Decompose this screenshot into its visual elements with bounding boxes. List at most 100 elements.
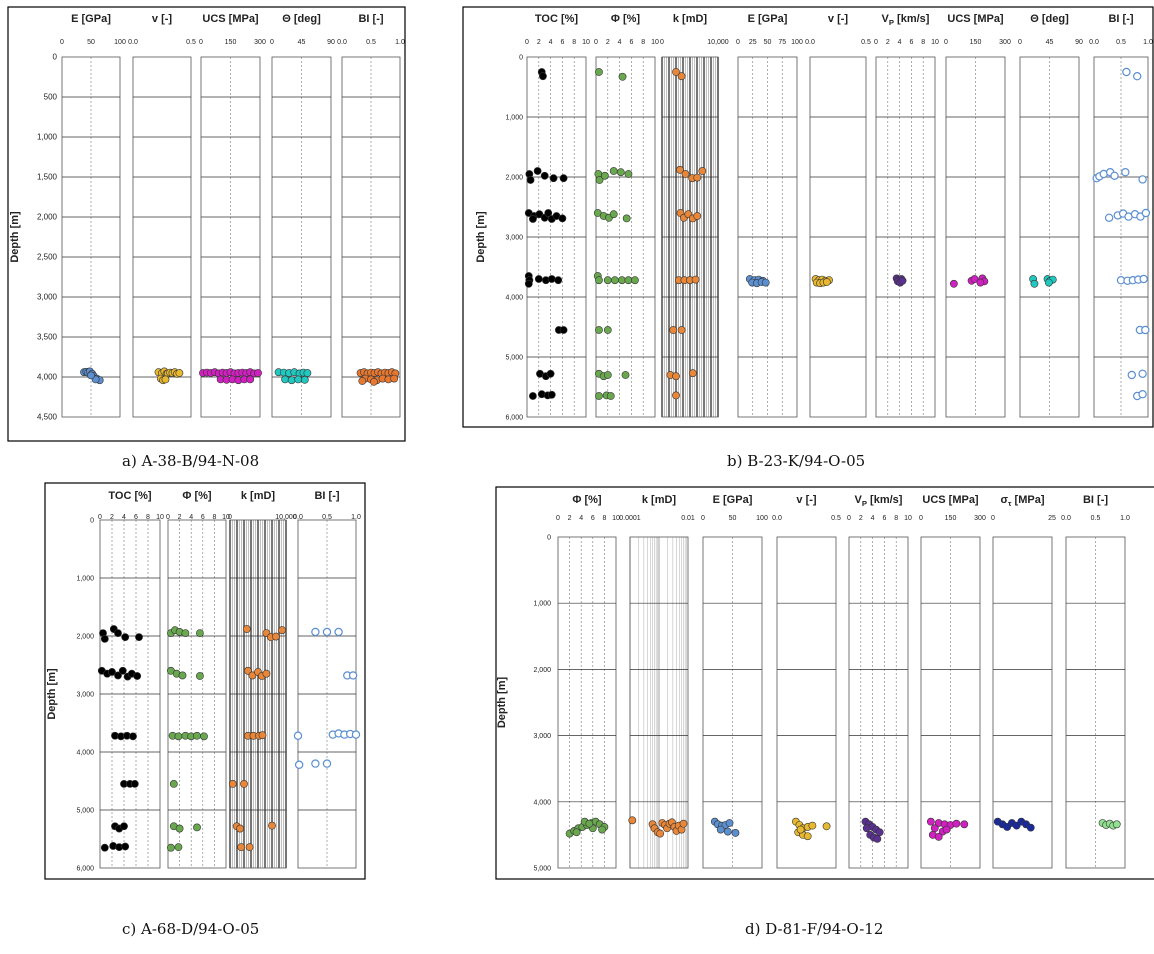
data-point [130, 780, 139, 788]
track-8: BI [-] 0.0 0.5 1.0 [1089, 13, 1153, 418]
x-tick-label: 0 [60, 39, 64, 46]
track-5: VP [km/s] 0 2 4 6 8 10 [874, 13, 939, 418]
data-point [533, 167, 542, 175]
caption-d: d) D-81-F/94-O-12 [745, 920, 884, 938]
x-tick-label: 90 [327, 39, 335, 46]
panel-frame [7, 6, 406, 442]
data-point [546, 369, 555, 378]
data-point [606, 392, 615, 400]
x-tick-label: 300 [254, 39, 266, 46]
x-tick-label: 150 [945, 515, 957, 522]
data-point [761, 278, 770, 287]
x-tick-label: 4 [122, 514, 126, 521]
data-point [628, 816, 637, 825]
x-tick-label: 0.0 [772, 515, 782, 522]
x-tick-label: 0.0 [293, 514, 303, 521]
data-point [193, 823, 201, 832]
data-point [698, 167, 707, 175]
data-point [248, 671, 257, 680]
x-tick-label: 2 [178, 514, 182, 521]
data-point [526, 176, 535, 184]
data-point [390, 374, 399, 383]
data-point [808, 821, 817, 830]
x-tick-label: 0.5 [186, 39, 196, 46]
track-2: E [GPa] 0 50 100 [701, 494, 768, 869]
x-tick-label: 2 [110, 514, 114, 521]
data-point [609, 167, 618, 175]
track-header: E [GPa] [71, 13, 111, 25]
x-tick-label: 4 [579, 515, 583, 522]
data-point [603, 326, 612, 334]
depth-tick-label: 2,500 [37, 253, 58, 262]
data-point [873, 834, 882, 843]
chart-panel-d: Φ [%]0 2 4 6 8 10k [mD]0.0001 0.01E [GPa]0 50 10… [495, 486, 1154, 880]
x-tick-label: 10 [904, 515, 912, 522]
x-tick-label: 300 [974, 515, 986, 522]
x-tick-label: 0.0 [1089, 39, 1099, 46]
data-point [595, 68, 603, 76]
x-tick-label: 0.5 [322, 514, 332, 521]
depth-tick-label: 500 [44, 93, 58, 102]
data-point [293, 731, 303, 740]
x-tick-label: 0.0001 [619, 515, 641, 522]
data-point [669, 326, 678, 334]
chart-panel-b: TOC [%]0 2 4 6 8 10Φ [%]0 2 4 6 8 10k [mD]0 10,000E… [462, 6, 1154, 428]
data-point [1121, 167, 1130, 177]
x-tick-label: 2 [537, 39, 541, 46]
data-point [369, 377, 378, 386]
x-tick-label: 8 [212, 514, 216, 521]
data-point [595, 176, 604, 184]
data-point [322, 759, 332, 768]
panel-frame [462, 6, 1154, 428]
track-box [848, 536, 909, 869]
x-tick-label: 10 [156, 514, 164, 521]
track-box [132, 56, 192, 418]
depth-tick-label: 0 [53, 53, 58, 62]
x-tick-label: 6 [591, 515, 595, 522]
data-point [676, 165, 684, 174]
x-tick-label: 1.0 [395, 39, 405, 46]
track-4: VP [km/s] 0 2 4 6 8 10 [847, 494, 912, 869]
x-tick-label: 4 [189, 514, 193, 521]
track-3: Θ [deg] 0 45 90 [270, 13, 335, 418]
data-point [161, 375, 170, 384]
data-point [1132, 71, 1142, 81]
data-point [303, 369, 312, 377]
data-point [540, 171, 549, 180]
data-point [558, 214, 567, 223]
x-tick-label: 90 [1075, 39, 1083, 46]
x-tick-label: 4 [871, 515, 875, 522]
depth-tick-label: 4,000 [533, 799, 551, 806]
x-tick-label: 0.5 [1116, 39, 1126, 46]
data-point [311, 759, 320, 768]
data-point [535, 210, 544, 219]
track-6: UCS [MPa] 0 150 300 [944, 13, 1011, 418]
data-point [1044, 278, 1053, 287]
x-tick-label: 2 [886, 39, 890, 46]
track-box [557, 536, 617, 869]
data-point [1110, 171, 1119, 180]
data-point [656, 829, 665, 838]
track-header: k [mD] [642, 494, 677, 506]
depth-tick-label: 2,000 [37, 213, 58, 222]
data-point [200, 732, 208, 741]
data-point [822, 822, 831, 831]
x-tick-label: 25 [1048, 515, 1056, 522]
x-tick-label: 2 [606, 39, 610, 46]
data-point [631, 276, 639, 285]
track-header: BI [-] [358, 13, 383, 25]
track-header: VP [km/s] [855, 494, 903, 508]
data-point [529, 215, 537, 223]
track-header: Θ [deg] [1030, 13, 1069, 25]
data-point [1112, 820, 1121, 829]
data-point [595, 276, 603, 285]
x-tick-label: 75 [778, 39, 786, 46]
data-point [677, 72, 686, 81]
x-tick-label: 4 [618, 39, 622, 46]
data-point [246, 375, 255, 384]
track-header: στ [MPa] [1001, 494, 1045, 508]
depth-tick-label: 4,000 [76, 750, 94, 757]
x-tick-label: 0.5 [861, 39, 871, 46]
x-tick-label: 10 [931, 39, 939, 46]
x-tick-label: 0 [919, 515, 923, 522]
